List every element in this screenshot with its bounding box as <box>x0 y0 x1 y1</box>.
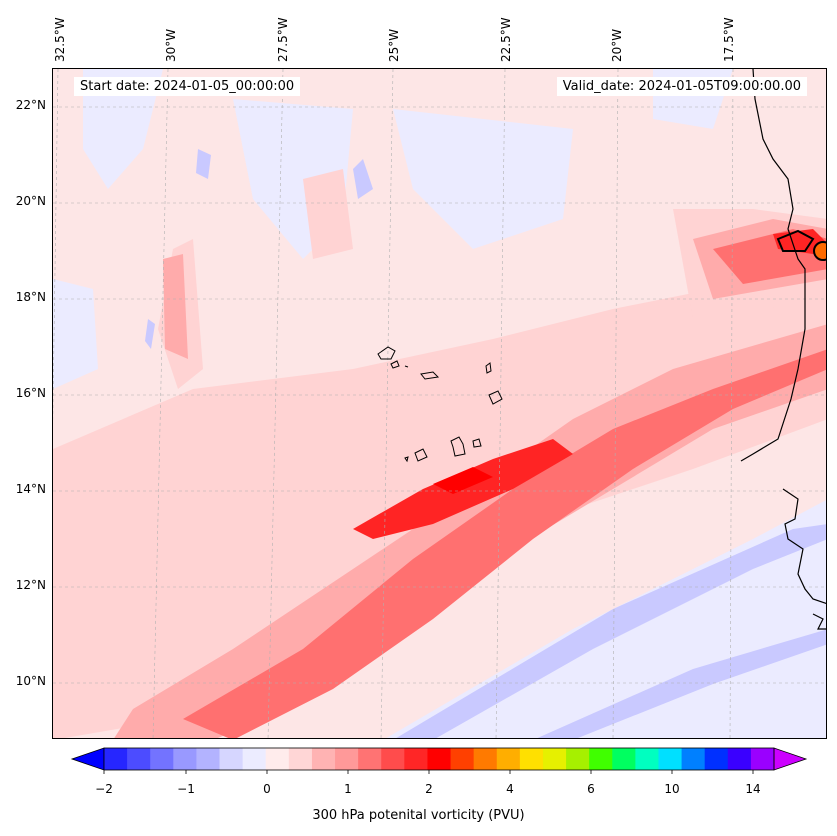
colorbar-segment <box>750 748 775 770</box>
colorbar-segment <box>265 748 290 770</box>
colorbar-segment <box>104 748 128 770</box>
lat-label-22n: 22°N <box>15 98 46 112</box>
lon-label-20w: 20°W <box>610 28 624 62</box>
colorbar-segment <box>288 748 313 770</box>
colorbar-segment <box>658 748 683 770</box>
colorbar-segment <box>450 748 475 770</box>
cape-verde-islands <box>377 346 503 463</box>
colorbar-segment <box>589 748 613 770</box>
lon-label-17-5w: 17.5°W <box>722 17 736 62</box>
colorbar-segment <box>704 748 729 770</box>
coastline <box>740 69 826 630</box>
colorbar-title: 300 hPa potenital vorticity (PVU) <box>312 808 525 823</box>
colorbar-segment <box>473 748 498 770</box>
lon-label-25w: 25°W <box>387 28 401 62</box>
colorbar-segment <box>127 748 151 770</box>
colorbar-segment <box>566 748 590 770</box>
colorbar-segment <box>635 748 659 770</box>
colorbar-segment <box>219 748 244 770</box>
colorbar-segment <box>727 748 752 770</box>
lat-label-14n: 14°N <box>15 482 46 496</box>
colorbar-segment <box>612 748 636 770</box>
colorbar-tick-label: 0 <box>263 782 271 796</box>
map-plot-area: Start date: 2024-01-05_00:00:00 Valid_da… <box>52 68 827 739</box>
colorbar-segment <box>335 748 359 770</box>
map-gridlines <box>53 69 826 738</box>
lat-label-12n: 12°N <box>15 578 46 592</box>
colorbar-segment <box>173 748 197 770</box>
colorbar-segment <box>519 748 544 770</box>
colorbar-segment <box>242 748 267 770</box>
colorbar-segment <box>150 748 174 770</box>
colorbar-max-extend <box>773 747 808 771</box>
colorbar-segment <box>404 748 428 770</box>
colorbar-tick-label: 2 <box>425 782 433 796</box>
start-date-label: Start date: 2024-01-05_00:00:00 <box>74 77 301 96</box>
colorbar-segment <box>196 748 221 770</box>
colorbar-segment <box>427 748 452 770</box>
colorbar-tick-label: 1 <box>344 782 352 796</box>
colorbar-tick-label: 4 <box>506 782 514 796</box>
colorbar-tick-label: 14 <box>745 782 761 796</box>
lon-label-32-5w: 32.5°W <box>53 17 67 62</box>
colorbar-segment <box>381 748 405 770</box>
colorbar-tick-label: 6 <box>587 782 595 796</box>
colorbar-segment <box>542 748 567 770</box>
lat-label-10n: 10°N <box>15 674 46 688</box>
colorbar-segment <box>681 748 706 770</box>
colorbar-segment <box>496 748 521 770</box>
colorbar-outline <box>103 747 775 771</box>
lon-label-30w: 30°W <box>164 28 178 62</box>
colorbar-min-extend <box>70 747 105 771</box>
colorbar-segment <box>358 748 382 770</box>
colorbar-tick-label: −1 <box>177 782 195 796</box>
valid-date-label: Valid_date: 2024-01-05T09:00:00.00 <box>556 77 807 96</box>
colorbar-tick-label: 10 <box>664 782 680 796</box>
lat-label-18n: 18°N <box>15 290 46 304</box>
colorbar-segment <box>311 748 336 770</box>
lon-label-27-5w: 27.5°W <box>276 17 290 62</box>
lat-label-20n: 20°N <box>15 194 46 208</box>
lat-label-16n: 16°N <box>15 386 46 400</box>
colorbar <box>70 747 808 774</box>
pv-field-map <box>53 69 826 738</box>
pv-peak-core <box>433 243 826 494</box>
colorbar-tick-label: −2 <box>95 782 113 796</box>
lon-label-22-5w: 22.5°W <box>499 17 513 62</box>
